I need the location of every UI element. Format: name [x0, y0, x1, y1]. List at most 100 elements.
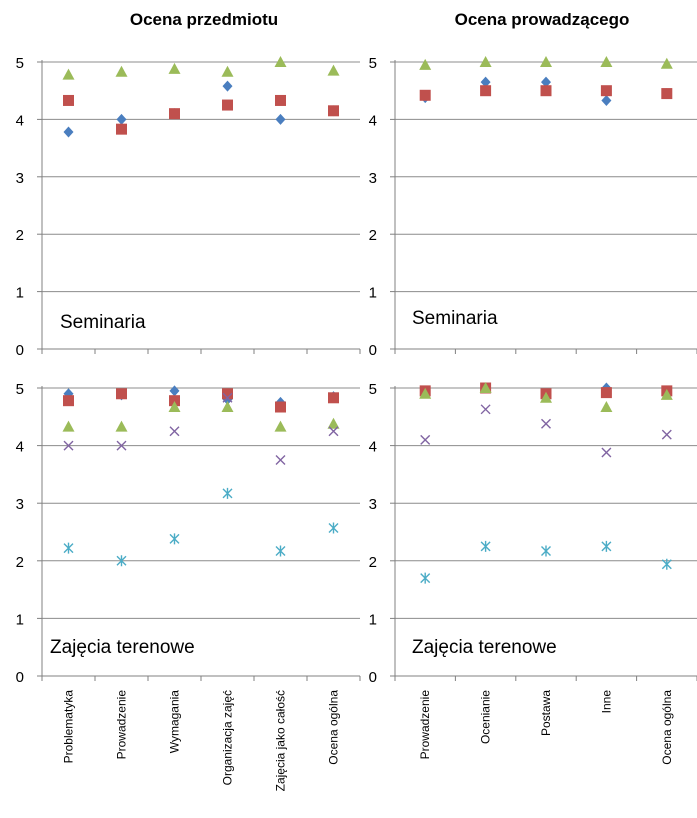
- triangle-marker: [274, 420, 287, 432]
- y-tick-label: 3: [16, 496, 24, 513]
- diamond-marker: [601, 94, 612, 106]
- triangle-marker: [540, 391, 552, 403]
- triangle-marker: [168, 62, 181, 74]
- y-tick-label: 1: [369, 611, 377, 628]
- triangle-marker: [479, 56, 492, 67]
- star-marker: [169, 533, 180, 545]
- star-marker: [275, 545, 286, 557]
- x-marker: [541, 418, 551, 429]
- y-tick-label: 0: [369, 669, 377, 686]
- x-tick-label: Organizacja zajęć: [221, 690, 235, 785]
- square-marker: [540, 85, 552, 97]
- title-ocena-prowadzacego: Ocena prowadzącego: [454, 10, 630, 29]
- x-tick-label: Zajęcia jako całość: [274, 690, 288, 791]
- y-tick-label: 2: [369, 554, 377, 571]
- square-marker: [328, 392, 339, 404]
- square-marker: [661, 88, 673, 100]
- square-marker: [275, 94, 286, 106]
- x-marker: [601, 447, 612, 458]
- square-marker: [169, 395, 180, 407]
- panel-label: Seminaria: [412, 308, 498, 329]
- x-marker: [222, 392, 233, 403]
- y-tick-label: 0: [16, 342, 24, 359]
- y-tick-label: 0: [369, 342, 377, 359]
- x-tick-label: Ocena ogólna: [327, 690, 341, 765]
- diamond-marker: [116, 113, 127, 125]
- square-marker: [116, 123, 127, 135]
- chart-panel-2: 0 1 2 3 4 5 Problematyka Prowadzenie Wymagania Or…: [16, 381, 361, 791]
- y-tick-label: 1: [16, 611, 24, 628]
- square-marker: [222, 99, 233, 111]
- y-tick-label: 3: [369, 496, 377, 513]
- triangle-marker: [419, 58, 432, 70]
- x-marker: [328, 426, 339, 437]
- x-tick-label: Postawa: [539, 690, 553, 736]
- star-marker: [480, 540, 491, 552]
- x-tick-label: Prowadzenie: [418, 690, 432, 760]
- triangle-marker: [327, 64, 340, 76]
- y-tick-label: 1: [369, 285, 377, 302]
- triangle-marker: [660, 388, 673, 400]
- triangle-marker: [600, 401, 613, 413]
- square-marker: [600, 387, 612, 399]
- diamond-marker: [169, 385, 180, 397]
- square-marker: [63, 395, 74, 407]
- y-tick-label: 4: [369, 439, 377, 456]
- chart-panel-0: 0 1 2 3 4 5 Seminaria: [16, 55, 361, 359]
- diamond-marker: [275, 113, 286, 125]
- star-marker: [116, 555, 127, 567]
- x-marker: [63, 440, 74, 451]
- y-tick-label: 3: [369, 170, 377, 187]
- chart-panel-1: 0 1 2 3 4 5 Seminaria: [369, 55, 697, 359]
- y-tick-label: 5: [369, 381, 377, 398]
- x-tick-label: Ocena ogólna: [660, 690, 674, 765]
- diamond-marker: [541, 76, 551, 88]
- y-tick-label: 5: [16, 381, 24, 398]
- square-marker: [275, 401, 286, 413]
- x-tick-label: Wymagania: [168, 690, 182, 754]
- panel-label: Seminaria: [60, 312, 146, 333]
- y-tick-label: 4: [16, 439, 24, 456]
- diamond-marker: [480, 76, 491, 88]
- triangle-marker: [419, 387, 432, 399]
- y-tick-label: 0: [16, 669, 24, 686]
- x-tick-label: Problematyka: [62, 690, 76, 764]
- y-tick-label: 2: [16, 227, 24, 244]
- triangle-marker: [115, 65, 128, 77]
- square-marker: [419, 89, 431, 101]
- y-tick-label: 5: [369, 55, 377, 72]
- triangle-marker: [62, 420, 75, 432]
- y-tick-label: 4: [16, 112, 24, 129]
- x-marker: [480, 404, 491, 415]
- y-tick-label: 3: [16, 170, 24, 187]
- panel-label: Zajęcia terenowe: [50, 637, 195, 658]
- square-marker: [600, 85, 612, 97]
- star-marker: [541, 545, 551, 557]
- x-tick-label: Ocenianie: [479, 690, 493, 744]
- star-marker: [222, 487, 233, 499]
- triangle-marker: [274, 56, 287, 67]
- y-tick-label: 4: [369, 112, 377, 129]
- y-tick-label: 1: [16, 285, 24, 302]
- y-tick-label: 2: [16, 554, 24, 571]
- y-tick-label: 2: [369, 227, 377, 244]
- x-marker: [169, 426, 180, 437]
- x-marker: [420, 434, 431, 445]
- triangle-marker: [660, 57, 673, 69]
- triangle-marker: [62, 68, 75, 80]
- x-tick-label: Inne: [599, 690, 613, 714]
- triangle-marker: [540, 56, 552, 67]
- title-ocena-przedmiotu: Ocena przedmiotu: [129, 10, 279, 29]
- square-marker: [116, 388, 127, 400]
- star-marker: [420, 572, 431, 584]
- square-marker: [480, 85, 492, 97]
- star-marker: [601, 540, 612, 552]
- x-marker: [116, 440, 127, 451]
- triangle-marker: [221, 401, 234, 413]
- square-marker: [328, 105, 339, 117]
- chart-panel-3: 0 1 2 3 4 5 Prowadzenie Ocenianie Postawa Inne Oce…: [369, 381, 697, 765]
- y-tick-label: 5: [16, 55, 24, 72]
- x-marker: [275, 455, 286, 465]
- triangle-marker: [327, 417, 340, 429]
